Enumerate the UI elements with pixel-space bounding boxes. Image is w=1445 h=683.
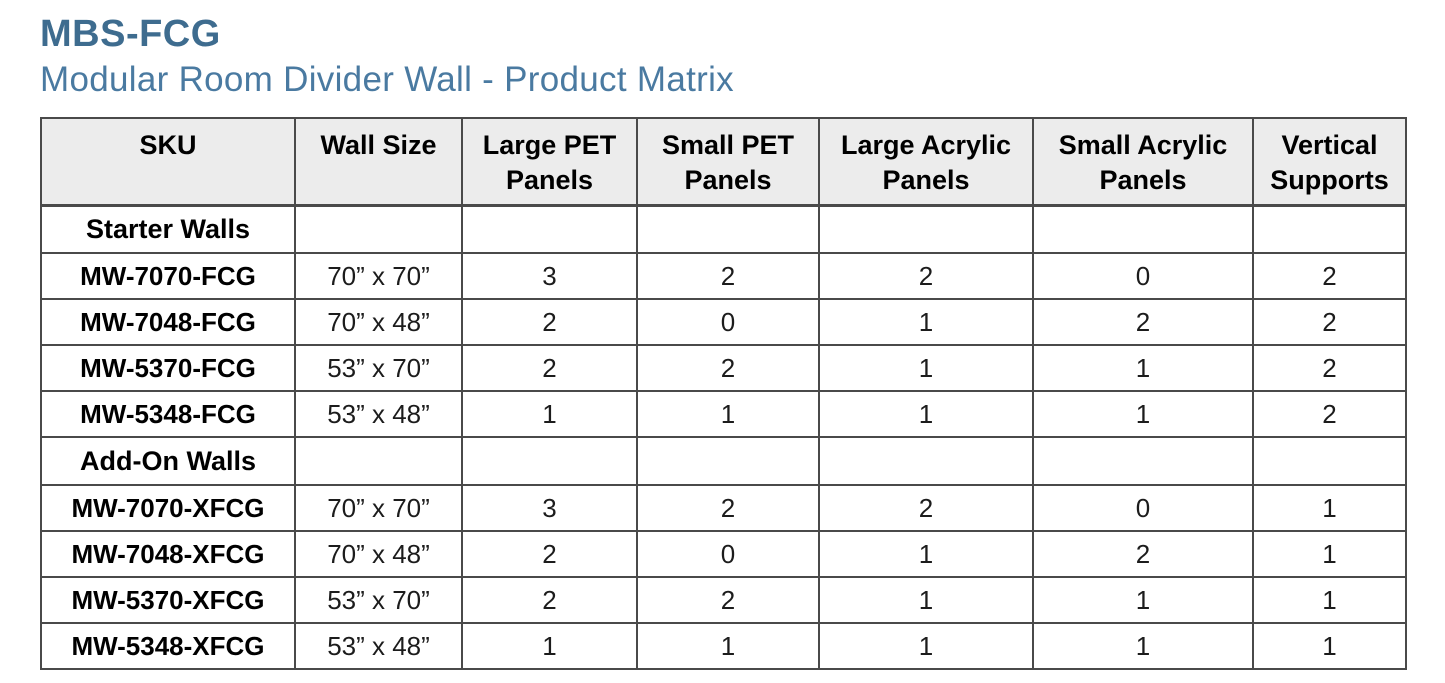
wall-size-cell: 53” x 70” [294, 576, 463, 625]
value-cell-0: 3 [461, 484, 638, 533]
product-row: MW-5370-FCG 53” x 70” 2 2 1 1 2 [40, 344, 1407, 393]
value-cell-4: 2 [1252, 344, 1407, 393]
wall-size-cell: 53” x 48” [294, 622, 463, 671]
value-cell-3: 1 [1032, 390, 1254, 439]
value-cell-3: 1 [1032, 576, 1254, 625]
wall-size-cell: 70” x 70” [294, 252, 463, 301]
value-cell-3: 0 [1032, 252, 1254, 301]
value-cell-0: 2 [461, 530, 638, 579]
value-cell-2: 1 [818, 298, 1034, 347]
value-cell-2: 1 [818, 576, 1034, 625]
product-row: MW-5348-FCG 53” x 48” 1 1 1 1 2 [40, 390, 1407, 439]
page-title: MBS-FCG [40, 13, 221, 55]
section-empty-cell [294, 204, 463, 255]
column-header-5: Small Acrylic Panels [1032, 117, 1254, 207]
section-empty-cell [461, 204, 638, 255]
product-row: MW-7070-FCG 70” x 70” 3 2 2 0 2 [40, 252, 1407, 301]
value-cell-2: 1 [818, 390, 1034, 439]
section-empty-cell [636, 436, 820, 487]
section-empty-cell [1032, 436, 1254, 487]
value-cell-2: 1 [818, 344, 1034, 393]
value-cell-4: 1 [1252, 484, 1407, 533]
table-body: Starter Walls MW-7070-FCG 70” x 70” 3 2 2 0 2 MW… [40, 204, 1407, 671]
value-cell-2: 2 [818, 252, 1034, 301]
value-cell-4: 1 [1252, 622, 1407, 671]
sku-cell: MW-7048-FCG [40, 298, 296, 347]
value-cell-0: 3 [461, 252, 638, 301]
wall-size-cell: 70” x 70” [294, 484, 463, 533]
value-cell-4: 2 [1252, 298, 1407, 347]
table-header-row: SKU Wall Size Large PET Panels Small PET Pa… [40, 117, 1407, 207]
value-cell-4: 2 [1252, 252, 1407, 301]
product-row: MW-5348-XFCG 53” x 48” 1 1 1 1 1 [40, 622, 1407, 671]
value-cell-3: 1 [1032, 344, 1254, 393]
value-cell-0: 2 [461, 344, 638, 393]
value-cell-3: 1 [1032, 622, 1254, 671]
value-cell-1: 2 [636, 344, 820, 393]
product-matrix-table: SKU Wall Size Large PET Panels Small PET Pa… [40, 117, 1407, 671]
section-label: Starter Walls [40, 204, 296, 255]
section-empty-cell [1032, 204, 1254, 255]
product-row: MW-5370-XFCG 53” x 70” 2 2 1 1 1 [40, 576, 1407, 625]
column-header-0: SKU [40, 117, 296, 207]
value-cell-0: 1 [461, 622, 638, 671]
wall-size-cell: 53” x 48” [294, 390, 463, 439]
value-cell-2: 2 [818, 484, 1034, 533]
page-subtitle: Modular Room Divider Wall - Product Matr… [40, 59, 734, 99]
wall-size-cell: 53” x 70” [294, 344, 463, 393]
column-header-3: Small PET Panels [636, 117, 820, 207]
value-cell-2: 1 [818, 530, 1034, 579]
product-row: MW-7048-FCG 70” x 48” 2 0 1 2 2 [40, 298, 1407, 347]
section-label: Add-On Walls [40, 436, 296, 487]
section-empty-cell [461, 436, 638, 487]
section-empty-cell [818, 436, 1034, 487]
value-cell-0: 1 [461, 390, 638, 439]
section-empty-cell [818, 204, 1034, 255]
sku-cell: MW-7070-XFCG [40, 484, 296, 533]
wall-size-cell: 70” x 48” [294, 298, 463, 347]
value-cell-2: 1 [818, 622, 1034, 671]
section-empty-cell [636, 204, 820, 255]
section-row: Starter Walls [40, 204, 1407, 255]
value-cell-0: 2 [461, 576, 638, 625]
value-cell-1: 2 [636, 252, 820, 301]
value-cell-1: 2 [636, 576, 820, 625]
value-cell-1: 0 [636, 530, 820, 579]
sku-cell: MW-5348-XFCG [40, 622, 296, 671]
value-cell-4: 1 [1252, 576, 1407, 625]
value-cell-4: 2 [1252, 390, 1407, 439]
section-empty-cell [294, 436, 463, 487]
product-row: MW-7048-XFCG 70” x 48” 2 0 1 2 1 [40, 530, 1407, 579]
value-cell-3: 0 [1032, 484, 1254, 533]
value-cell-1: 2 [636, 484, 820, 533]
value-cell-1: 1 [636, 390, 820, 439]
value-cell-3: 2 [1032, 298, 1254, 347]
value-cell-0: 2 [461, 298, 638, 347]
value-cell-1: 1 [636, 622, 820, 671]
value-cell-3: 2 [1032, 530, 1254, 579]
wall-size-cell: 70” x 48” [294, 530, 463, 579]
column-header-2: Large PET Panels [461, 117, 638, 207]
value-cell-1: 0 [636, 298, 820, 347]
column-header-6: Vertical Supports [1252, 117, 1407, 207]
sku-cell: MW-5348-FCG [40, 390, 296, 439]
value-cell-4: 1 [1252, 530, 1407, 579]
sku-cell: MW-7070-FCG [40, 252, 296, 301]
sku-cell: MW-5370-XFCG [40, 576, 296, 625]
sku-cell: MW-7048-XFCG [40, 530, 296, 579]
column-header-1: Wall Size [294, 117, 463, 207]
column-header-4: Large Acrylic Panels [818, 117, 1034, 207]
product-row: MW-7070-XFCG 70” x 70” 3 2 2 0 1 [40, 484, 1407, 533]
sku-cell: MW-5370-FCG [40, 344, 296, 393]
section-empty-cell [1252, 436, 1407, 487]
section-row: Add-On Walls [40, 436, 1407, 487]
section-empty-cell [1252, 204, 1407, 255]
